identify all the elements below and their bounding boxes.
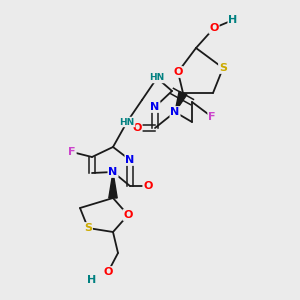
Text: F: F bbox=[68, 147, 76, 157]
Text: O: O bbox=[173, 67, 183, 77]
Text: S: S bbox=[219, 63, 227, 73]
Text: S: S bbox=[84, 223, 92, 233]
Polygon shape bbox=[175, 92, 187, 112]
Polygon shape bbox=[109, 172, 117, 198]
Text: O: O bbox=[132, 123, 142, 133]
Text: H: H bbox=[87, 275, 97, 285]
Text: N: N bbox=[108, 167, 118, 177]
Text: HN: HN bbox=[149, 74, 165, 82]
Text: N: N bbox=[125, 155, 135, 165]
Text: O: O bbox=[123, 210, 133, 220]
Text: F: F bbox=[208, 112, 216, 122]
Text: O: O bbox=[143, 181, 153, 191]
Text: O: O bbox=[209, 23, 219, 33]
Text: N: N bbox=[150, 102, 160, 112]
Text: N: N bbox=[170, 107, 180, 117]
Text: O: O bbox=[103, 267, 113, 277]
Text: HN: HN bbox=[119, 118, 135, 127]
Text: H: H bbox=[228, 15, 238, 25]
